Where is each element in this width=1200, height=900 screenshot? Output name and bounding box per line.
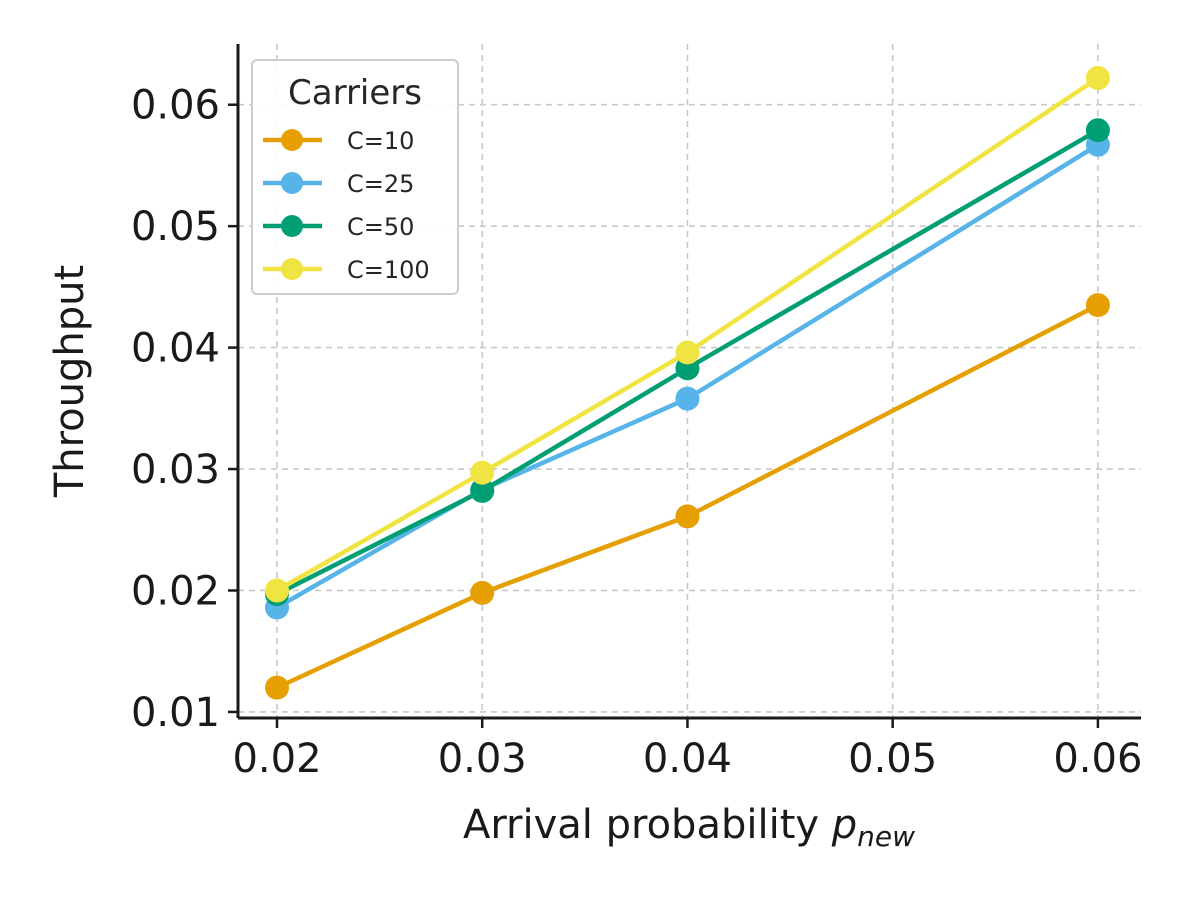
tick-labels: 0.02 0.03 0.04 0.05 0.06 0.01 0.02 0.03 0.04 0.05…	[131, 83, 1142, 782]
x-tick-label: 0.06	[1053, 736, 1142, 782]
legend-marker	[281, 258, 303, 280]
series-line-c-100	[274, 75, 1101, 593]
legend-marker	[281, 172, 303, 194]
legend-box	[251, 59, 459, 295]
data-point-c-50	[1085, 118, 1110, 143]
data-point-c-10	[1085, 293, 1110, 318]
x-tick-label: 0.02	[232, 736, 321, 782]
data-point-c-10	[470, 580, 495, 605]
axes	[228, 44, 1141, 728]
y-tick-label: 0.01	[131, 690, 220, 736]
legend-label: C=25	[347, 170, 414, 198]
series-line-c-50	[274, 127, 1101, 597]
y-tick-label: 0.04	[131, 326, 220, 372]
x-tick-label: 0.04	[643, 736, 732, 782]
data-point-c-100	[264, 578, 289, 603]
legend-label: C=50	[347, 213, 414, 241]
legend-label: C=10	[347, 127, 414, 155]
data-point-c-25	[675, 386, 700, 411]
data-point-c-100	[675, 340, 700, 365]
data-point-c-100	[1085, 66, 1110, 91]
y-tick-label: 0.06	[131, 83, 220, 129]
series-line-c-25	[274, 142, 1101, 610]
series-layer	[264, 66, 1110, 700]
data-point-c-10	[264, 675, 289, 700]
data-point-c-50	[470, 478, 495, 503]
x-tick-label: 0.05	[848, 736, 937, 782]
y-axis-title: Throughput	[47, 265, 93, 498]
legend: Carriers C=10 C=25 C=50 C=100	[251, 59, 459, 295]
legend-marker	[281, 129, 303, 151]
y-tick-label: 0.05	[131, 204, 220, 250]
x-axis-title: Arrival probability pnew	[463, 802, 915, 853]
legend-marker	[281, 215, 303, 237]
y-tick-label: 0.03	[131, 447, 220, 493]
legend-title: Carriers	[288, 73, 422, 113]
x-tick-label: 0.03	[438, 736, 527, 782]
series-line-c-10	[274, 302, 1101, 690]
legend-items: C=10 C=25 C=50 C=100	[263, 127, 430, 284]
data-point-c-10	[675, 504, 700, 529]
y-tick-label: 0.02	[131, 568, 220, 614]
data-point-c-100	[470, 460, 495, 485]
legend-label: C=100	[347, 256, 430, 284]
